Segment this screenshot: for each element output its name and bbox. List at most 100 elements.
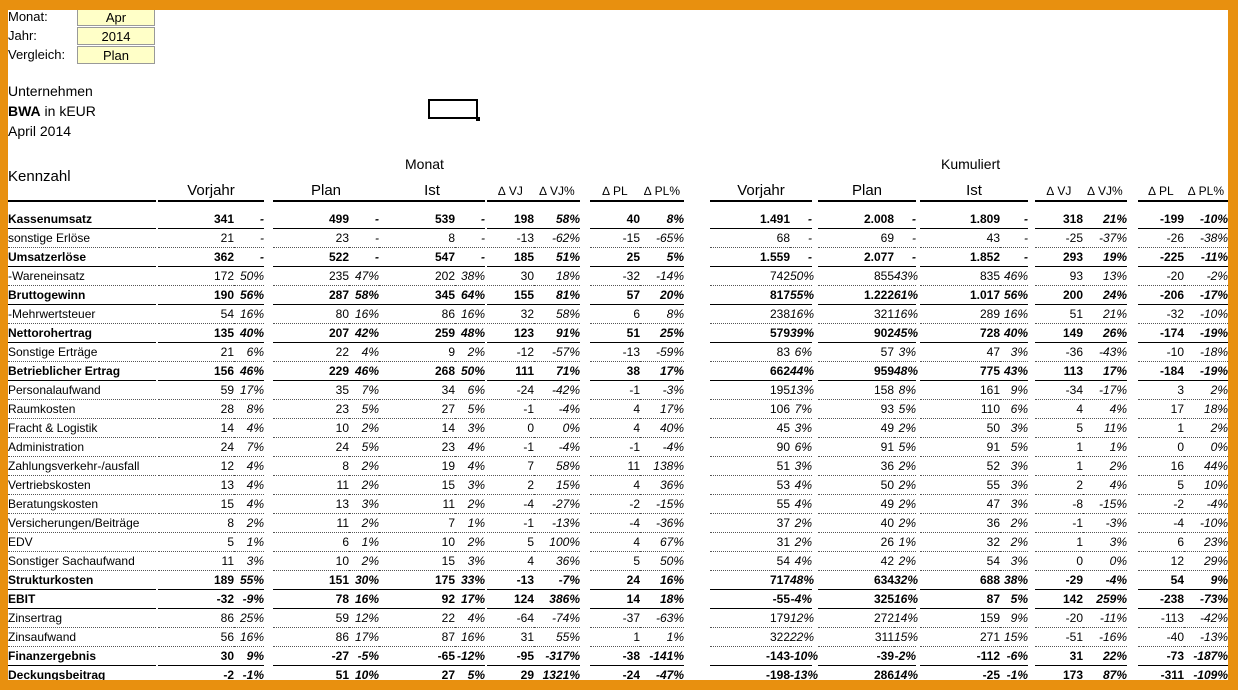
table-cell[interactable]: -: [455, 248, 485, 267]
table-cell[interactable]: 5: [1138, 476, 1184, 495]
table-cell[interactable]: 16: [1138, 457, 1184, 476]
table-cell[interactable]: -43%: [1083, 343, 1127, 362]
table-cell[interactable]: 3%: [790, 457, 812, 476]
row-label[interactable]: Vertriebskosten: [8, 476, 156, 495]
table-cell[interactable]: 93: [1035, 267, 1083, 286]
table-cell[interactable]: -20: [1138, 267, 1184, 286]
table-cell[interactable]: 189: [158, 571, 234, 590]
table-cell[interactable]: 47: [920, 343, 1000, 362]
table-cell[interactable]: -29: [1035, 571, 1083, 590]
table-cell[interactable]: 1321%: [534, 666, 580, 680]
table-cell[interactable]: 22: [273, 343, 349, 362]
table-cell[interactable]: -311: [1138, 666, 1184, 680]
table-cell[interactable]: 47%: [349, 267, 379, 286]
table-cell[interactable]: -4: [487, 495, 534, 514]
table-cell[interactable]: 3%: [790, 419, 812, 438]
table-cell[interactable]: 688: [920, 571, 1000, 590]
table-cell[interactable]: 18%: [1184, 400, 1228, 419]
table-cell[interactable]: 1%: [455, 514, 485, 533]
table-cell[interactable]: 8: [158, 514, 234, 533]
table-cell[interactable]: 2%: [349, 457, 379, 476]
table-cell[interactable]: 6: [1138, 533, 1184, 552]
table-cell[interactable]: 5%: [640, 248, 684, 267]
table-cell[interactable]: 1: [590, 628, 640, 647]
table-cell[interactable]: 32: [487, 305, 534, 324]
table-cell[interactable]: 3%: [1000, 457, 1028, 476]
row-label[interactable]: Personalaufwand: [8, 381, 156, 400]
row-label[interactable]: Raumkosten: [8, 400, 156, 419]
table-cell[interactable]: 3%: [234, 552, 264, 571]
table-cell[interactable]: -42%: [534, 381, 580, 400]
table-cell[interactable]: 23: [273, 400, 349, 419]
table-cell[interactable]: 19%: [1083, 248, 1127, 267]
table-cell[interactable]: -74%: [534, 609, 580, 628]
table-cell[interactable]: 16%: [349, 590, 379, 609]
table-cell[interactable]: 172: [158, 267, 234, 286]
table-cell[interactable]: 35: [273, 381, 349, 400]
table-cell[interactable]: -25: [1035, 229, 1083, 248]
table-cell[interactable]: 40%: [1000, 324, 1028, 343]
table-cell[interactable]: -16%: [1083, 628, 1127, 647]
table-cell[interactable]: -4%: [534, 400, 580, 419]
table-cell[interactable]: 2%: [349, 419, 379, 438]
table-cell[interactable]: 341: [158, 210, 234, 229]
table-cell[interactable]: 15: [158, 495, 234, 514]
table-cell[interactable]: 2%: [1184, 381, 1228, 400]
table-cell[interactable]: 4: [590, 400, 640, 419]
table-cell[interactable]: -25: [920, 666, 1000, 680]
table-cell[interactable]: 43: [920, 229, 1000, 248]
table-cell[interactable]: 16%: [234, 628, 264, 647]
row-label[interactable]: sonstige Erlöse: [8, 229, 156, 248]
table-cell[interactable]: 12: [1138, 552, 1184, 571]
table-cell[interactable]: 21: [158, 343, 234, 362]
table-cell[interactable]: -17%: [1083, 381, 1127, 400]
table-cell[interactable]: 238: [710, 305, 790, 324]
table-cell[interactable]: 28: [158, 400, 234, 419]
param-year-input[interactable]: 2014: [77, 27, 155, 45]
table-cell[interactable]: 179: [710, 609, 790, 628]
table-cell[interactable]: 1%: [640, 628, 684, 647]
table-cell[interactable]: 45: [710, 419, 790, 438]
table-cell[interactable]: 1.222: [818, 286, 894, 305]
table-cell[interactable]: 45%: [894, 324, 918, 343]
table-cell[interactable]: 151: [273, 571, 349, 590]
table-cell[interactable]: 16%: [894, 305, 918, 324]
table-cell[interactable]: 86: [273, 628, 349, 647]
table-cell[interactable]: 54: [710, 552, 790, 571]
table-cell[interactable]: 2%: [894, 495, 916, 514]
table-cell[interactable]: -32: [590, 267, 640, 286]
table-cell[interactable]: 1%: [1083, 438, 1127, 457]
table-cell[interactable]: 71%: [534, 362, 580, 381]
table-cell[interactable]: 13%: [1083, 267, 1127, 286]
table-cell[interactable]: 11: [273, 476, 349, 495]
table-cell[interactable]: -15%: [1083, 495, 1127, 514]
row-label[interactable]: Zahlungsverkehr-/ausfall: [8, 457, 156, 476]
table-cell[interactable]: -12: [487, 343, 534, 362]
table-cell[interactable]: 37: [710, 514, 790, 533]
table-cell[interactable]: 23%: [1184, 533, 1228, 552]
row-label[interactable]: Deckungsbeitrag: [8, 666, 156, 680]
table-cell[interactable]: 50%: [640, 552, 684, 571]
table-cell[interactable]: 959: [818, 362, 894, 381]
table-cell[interactable]: -4%: [640, 438, 684, 457]
table-cell[interactable]: -14%: [640, 267, 684, 286]
table-cell[interactable]: 31: [487, 628, 534, 647]
table-cell[interactable]: 49: [818, 419, 894, 438]
table-cell[interactable]: 21: [158, 229, 234, 248]
table-cell[interactable]: -1: [487, 514, 534, 533]
table-cell[interactable]: -: [234, 210, 264, 229]
table-cell[interactable]: -: [1000, 248, 1028, 267]
table-cell[interactable]: -: [790, 248, 812, 267]
table-cell[interactable]: 44%: [1184, 457, 1228, 476]
table-cell[interactable]: 4: [590, 476, 640, 495]
table-cell[interactable]: -20: [1035, 609, 1083, 628]
table-cell[interactable]: 522: [273, 248, 349, 267]
table-cell[interactable]: 4%: [349, 343, 379, 362]
table-cell[interactable]: 5: [590, 552, 640, 571]
table-cell[interactable]: 15%: [534, 476, 580, 495]
table-cell[interactable]: 2%: [455, 495, 485, 514]
row-label[interactable]: Sonstige Erträge: [8, 343, 156, 362]
table-cell[interactable]: -65%: [640, 229, 684, 248]
table-cell[interactable]: 50%: [234, 267, 264, 286]
table-cell[interactable]: 3%: [1000, 476, 1028, 495]
